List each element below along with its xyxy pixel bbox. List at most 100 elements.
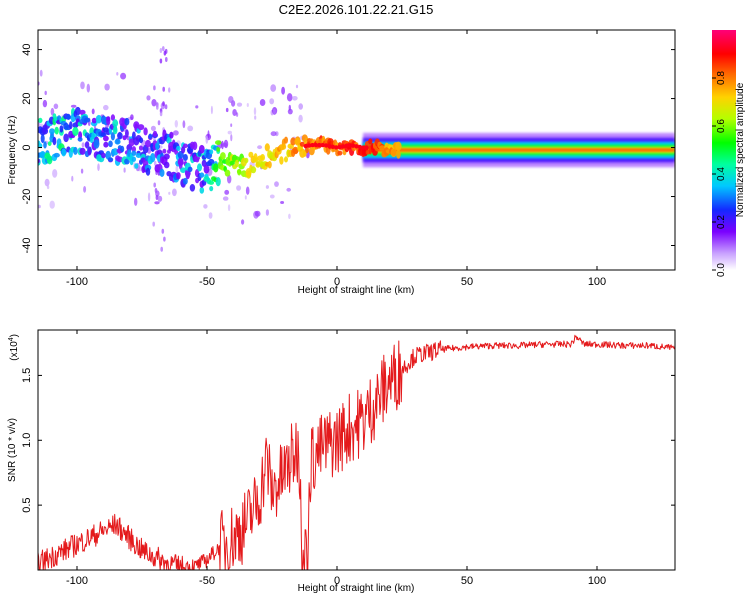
spectrum-ridge-peak <box>347 143 352 148</box>
spectrum-speckle <box>228 96 234 103</box>
spectrum-ridge-peak <box>337 144 342 150</box>
spectrum-ridge-peak <box>354 144 359 149</box>
snr-y-label: SNR (10 * v/v) <box>7 418 18 482</box>
spectrum-speckle <box>49 200 55 209</box>
spectrum-ridge-blob <box>337 150 343 156</box>
spectrum-ridge-blob <box>199 186 205 194</box>
spectrum-speckle <box>156 104 159 110</box>
spectrum-speckle <box>146 95 151 101</box>
spectrum-ridge-blob <box>234 159 239 168</box>
spectrum-ridge-blob <box>107 157 114 162</box>
colorbar-tick-label: 0.4 <box>716 167 727 181</box>
spectrum-ridge-blob <box>65 114 72 120</box>
spectrum-ridge-blob <box>253 153 258 162</box>
spectrum-ridge-blob <box>52 136 57 146</box>
spectrum-speckle <box>270 131 277 137</box>
spectrum-speckle <box>50 107 55 116</box>
spectrum-ridge-blob <box>74 106 81 116</box>
spectrum-speckle <box>286 93 293 102</box>
spectrum-ridge-blob <box>124 117 130 126</box>
spectrogram-marks <box>38 46 675 252</box>
spectrum-speckle <box>161 228 165 234</box>
spectrum-ridge-blob <box>150 153 156 163</box>
spectrum-speckle <box>210 105 213 115</box>
x-tick-label: -100 <box>66 575 88 587</box>
spectrum-speckle <box>130 114 134 121</box>
colorbar-label: Normalized spectral amplitude <box>735 82 746 217</box>
spectrum-speckle <box>91 108 95 115</box>
spectrum-speckle <box>152 221 155 227</box>
spectrum-ridge-blob <box>213 163 219 173</box>
spectrum-speckle <box>175 165 179 174</box>
spectrum-ridge-blob <box>224 169 231 177</box>
spectrum-speckle <box>80 81 85 90</box>
spectrum-speckle <box>274 181 279 187</box>
snr-y-axis: 0.5 1.0 1.5 <box>21 368 675 513</box>
spectrum-speckle <box>244 195 247 200</box>
x-tick-label: 100 <box>588 276 606 288</box>
spectrum-ridge-peak <box>323 143 329 148</box>
spectrum-speckle <box>205 135 209 144</box>
snr-multiplier-label: (x104) <box>8 334 20 361</box>
spectrum-speckle <box>232 109 237 116</box>
spectrum-speckle <box>236 102 243 107</box>
spectrogram-x-axis: -100 -50 0 50 100 <box>66 30 606 288</box>
spectrum-ridge-blob <box>110 114 115 121</box>
spectrum-ridge-blob <box>110 132 115 141</box>
spectrum-speckle <box>164 104 168 110</box>
spectrum-speckle <box>70 104 77 108</box>
spectrogram-x-label: Height of straight line (km) <box>298 285 415 296</box>
spectrum-ridge-blob <box>79 147 86 155</box>
spectrum-ridge-blob <box>220 152 226 160</box>
spectrum-ridge-blob <box>135 153 142 158</box>
spectrum-speckle <box>223 139 229 149</box>
spectrum-speckle <box>298 103 304 110</box>
spectrum-ridge-blob <box>125 129 129 138</box>
spectrum-ridge-blob <box>396 149 401 159</box>
spectrum-speckle <box>159 48 163 53</box>
spectrum-speckle <box>162 101 165 107</box>
spectrum-ridge-peak <box>334 145 339 150</box>
spectrum-speckle <box>222 196 229 201</box>
spectrum-speckle <box>221 140 224 150</box>
spectrum-speckle <box>272 108 276 116</box>
colorbar-tick-label: 0.6 <box>716 119 727 133</box>
spectrum-speckle <box>44 90 47 96</box>
spectrum-speckle <box>163 236 166 242</box>
spectrum-speckle <box>44 178 50 187</box>
spectrum-speckle <box>162 46 165 52</box>
spectrum-speckle <box>120 72 127 80</box>
spectrum-ridge-blob <box>182 143 188 149</box>
spectrum-speckle <box>154 201 160 205</box>
snr-x-label: Height of straight line (km) <box>298 583 415 594</box>
spectrum-ridge-blob <box>61 148 67 157</box>
spectrum-ridge-blob <box>279 156 284 165</box>
spectrum-ridge-blob <box>152 130 158 137</box>
spectrum-ridge-blob <box>137 124 145 131</box>
spectrum-ridge-blob <box>87 146 92 156</box>
spectrum-ridge-blob <box>233 156 241 163</box>
spectrum-ridge-blob <box>290 137 296 146</box>
colorbar-tick-label: 0.8 <box>716 71 727 85</box>
spectrum-ridge-blob <box>260 154 265 161</box>
spectrum-ridge-blob <box>292 148 299 154</box>
snr-series-line <box>38 334 675 570</box>
spectrum-speckle <box>227 130 232 135</box>
spectrum-speckle <box>150 125 156 132</box>
spectrum-ridge-blob <box>117 132 123 140</box>
snr-panel: -100 -50 0 50 100 0.5 1.0 1.5 Height of straig… <box>7 329 676 594</box>
spectrum-ridge-blob <box>91 117 97 124</box>
spectrum-ridge-peak <box>357 144 363 150</box>
y-tick-label: 1.0 <box>21 433 33 448</box>
spectrum-speckle <box>159 58 163 64</box>
spectrum-speckle <box>153 160 157 166</box>
x-tick-label: 0 <box>334 276 340 288</box>
spectrum-speckle <box>288 213 291 219</box>
spectrum-ridge-peak <box>310 142 315 148</box>
x-tick-label: 50 <box>461 575 473 587</box>
spectrum-ridge-blob <box>183 177 188 185</box>
spectrogram-y-axis: -40 -20 0 20 40 <box>21 43 675 253</box>
spectrum-ridge-blob <box>120 145 125 153</box>
spectrum-ridge-peak <box>313 142 319 148</box>
